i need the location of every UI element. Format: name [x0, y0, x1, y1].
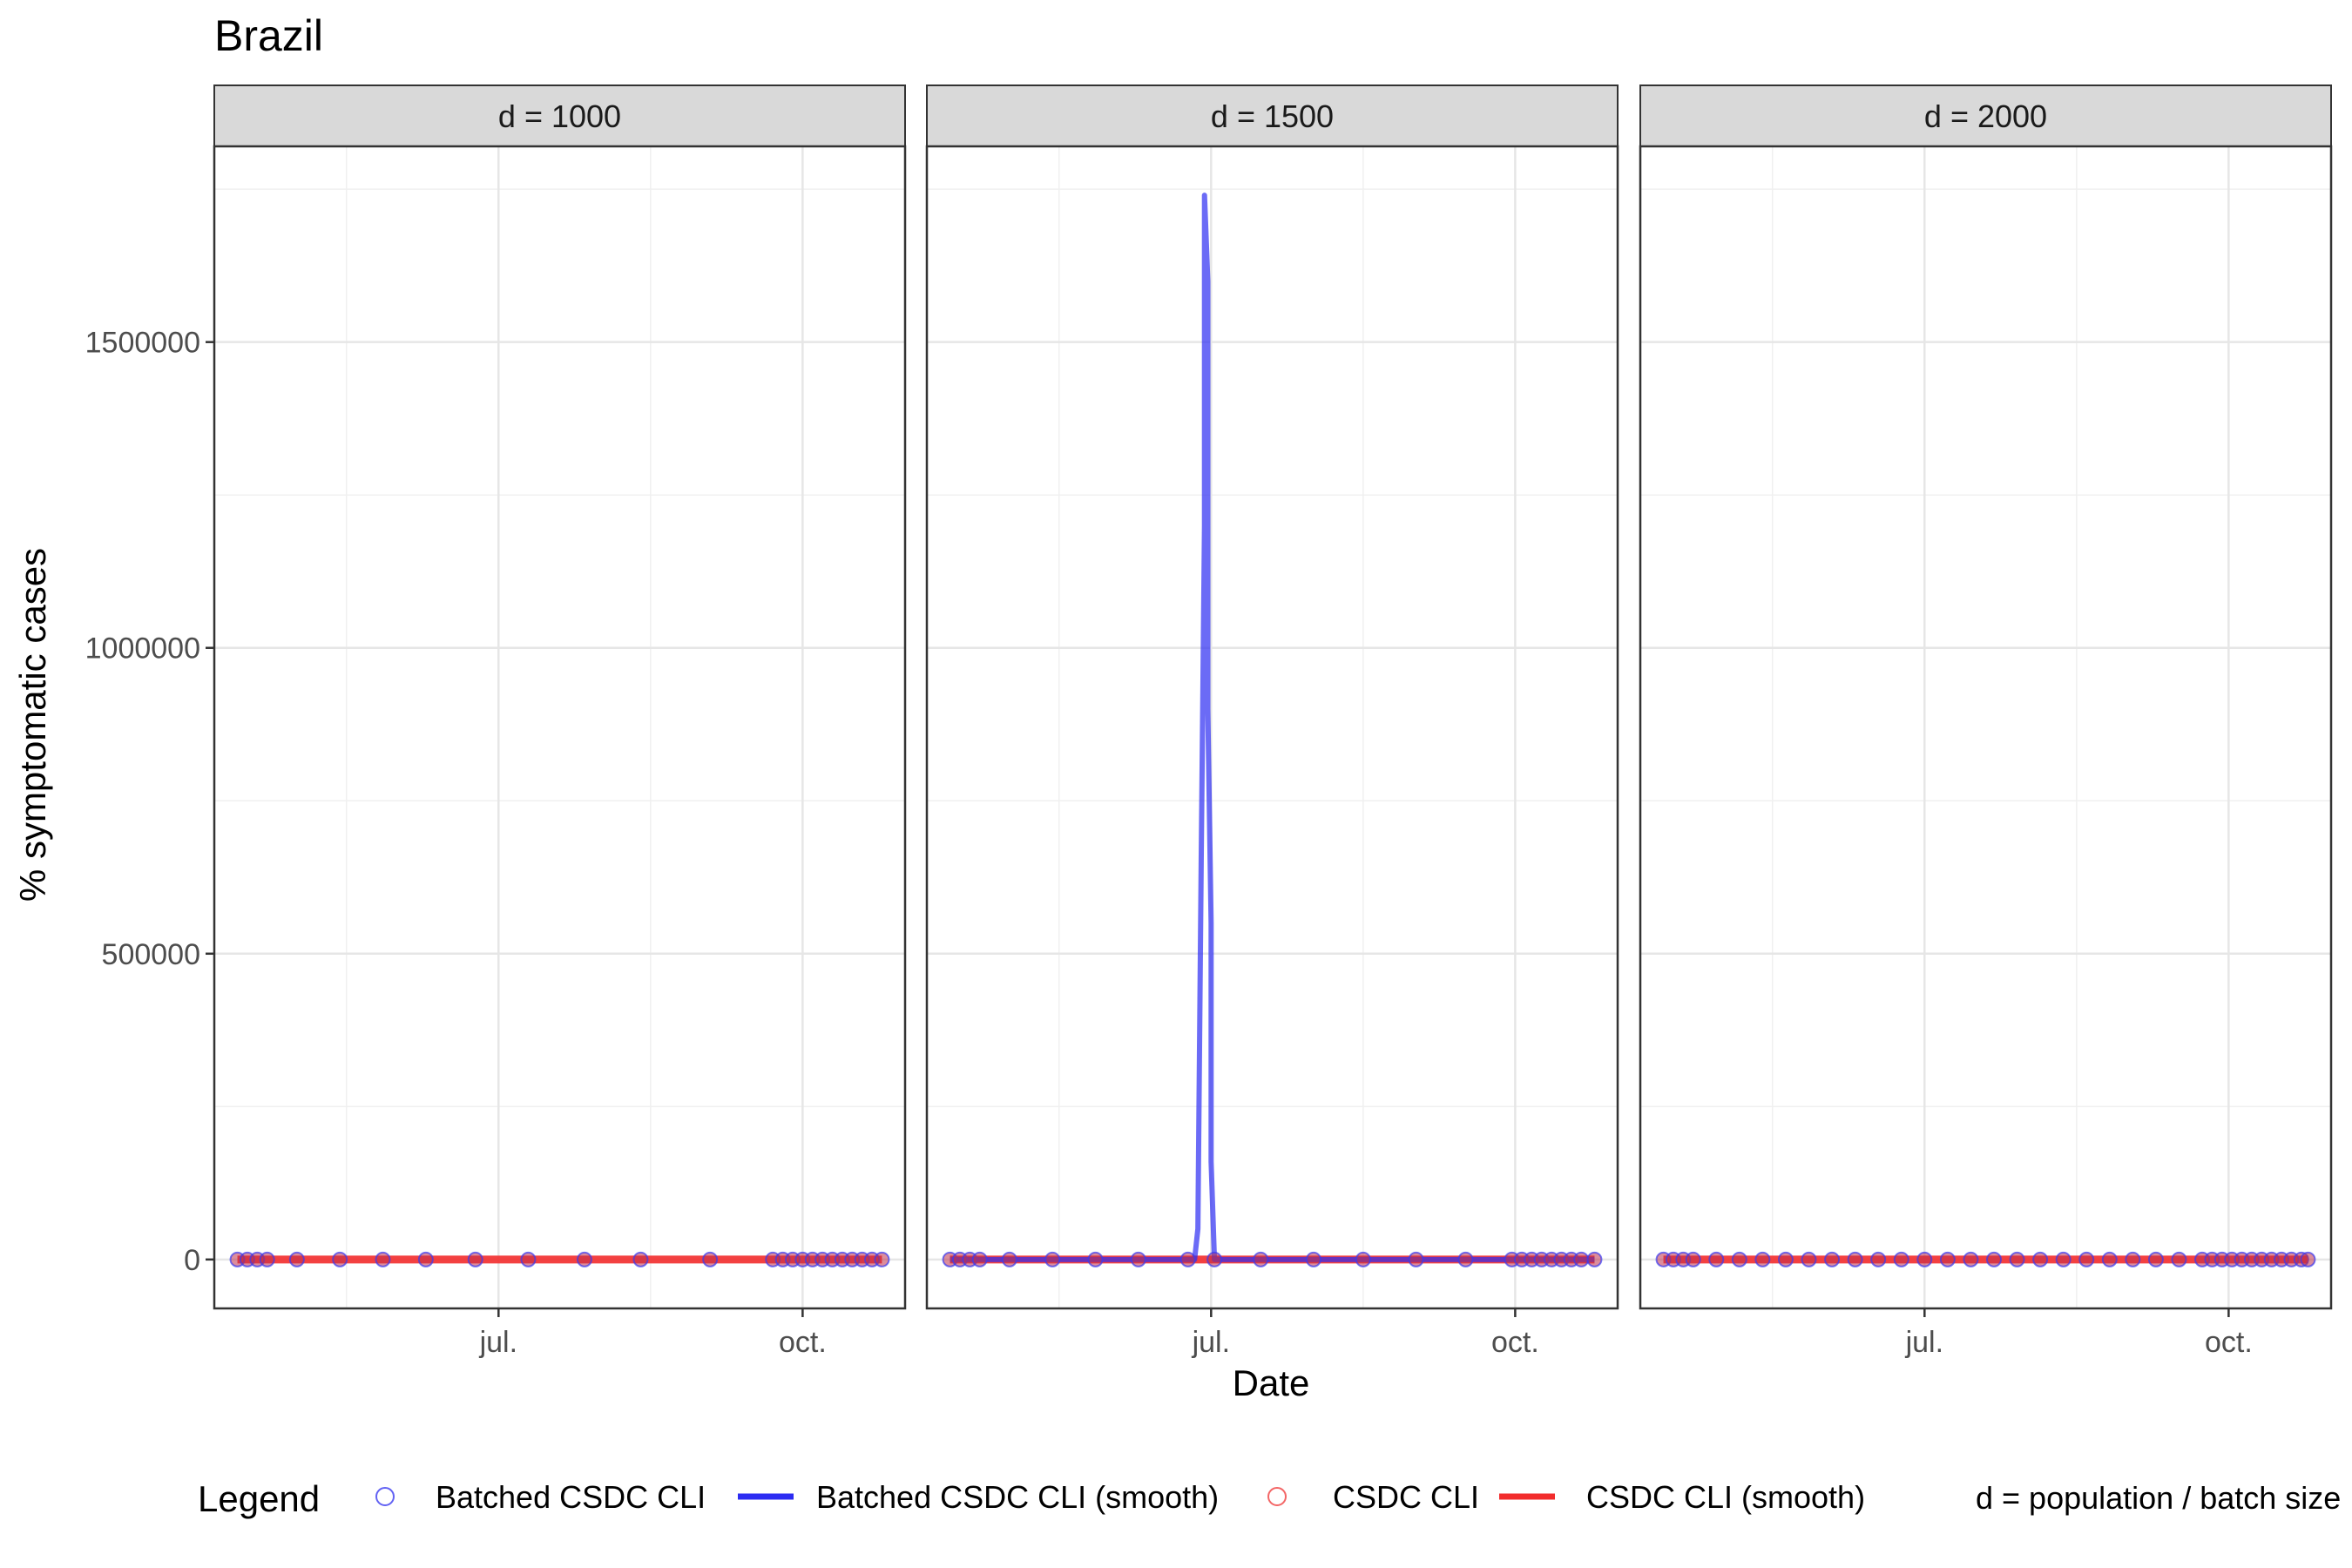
- chart-title: Brazil: [214, 11, 323, 60]
- data-point-batched-csdc-cli: [1179, 1251, 1196, 1267]
- data-point-batched-csdc-cli: [1708, 1251, 1725, 1267]
- y-tick-label: 1500000: [85, 327, 200, 360]
- y-tick-label: 1000000: [85, 632, 200, 666]
- data-point-batched-csdc-cli: [2147, 1251, 2164, 1267]
- data-point-batched-csdc-cli: [288, 1251, 305, 1267]
- data-point-batched-csdc-cli: [1685, 1251, 1701, 1267]
- facet-strip-label: d = 1000: [498, 98, 621, 134]
- data-point-batched-csdc-cli: [1985, 1251, 2002, 1267]
- data-point-batched-csdc-cli: [1044, 1251, 1061, 1267]
- data-point-batched-csdc-cli: [2078, 1251, 2095, 1267]
- data-point-batched-csdc-cli: [1130, 1251, 1146, 1267]
- data-point-batched-csdc-cli: [1893, 1251, 1909, 1267]
- legend-label: CSDC CLI (smooth): [1586, 1479, 1865, 1515]
- data-point-batched-csdc-cli: [332, 1251, 348, 1267]
- panel-border: [1639, 145, 2333, 1310]
- legend-label: Batched CSDC CLI: [436, 1479, 706, 1515]
- legend-item: CSDC CLI (smooth): [1499, 1479, 1865, 1515]
- data-point-batched-csdc-cli: [1963, 1251, 1979, 1267]
- x-tick-label: oct.: [2205, 1326, 2253, 1359]
- x-axis-label: Date: [1233, 1362, 1310, 1403]
- data-point-batched-csdc-cli: [874, 1251, 890, 1267]
- legend-note: d = population / batch size: [1976, 1480, 2341, 1516]
- legend-items: Batched CSDC CLI Batched CSDC CLI (smooth…: [375, 1479, 1865, 1515]
- data-point-batched-csdc-cli: [1801, 1251, 1817, 1267]
- facet-strip-label: d = 1500: [1211, 98, 1334, 134]
- x-tick-label: oct.: [779, 1326, 827, 1359]
- data-point-batched-csdc-cli: [1754, 1251, 1771, 1267]
- data-point-batched-csdc-cli: [2055, 1251, 2072, 1267]
- legend-key-point: [375, 1487, 395, 1506]
- facet-panel: d = 1500 jul. oct.: [925, 84, 1619, 1359]
- x-tick-label: jul.: [479, 1326, 517, 1359]
- legend: Legend Batched CSDC CLI Batched CSDC CLI …: [198, 1478, 2341, 1519]
- data-point-batched-csdc-cli: [1847, 1251, 1863, 1267]
- data-point-batched-csdc-cli: [467, 1251, 483, 1267]
- data-point-batched-csdc-cli: [2032, 1251, 2049, 1267]
- y-tick-label: 500000: [102, 938, 200, 971]
- y-axis-label: % symptomatic cases: [12, 548, 53, 902]
- legend-key-point: [1267, 1487, 1287, 1506]
- legend-item: CSDC CLI: [1267, 1479, 1479, 1515]
- data-point-batched-csdc-cli: [259, 1251, 275, 1267]
- panel-border: [925, 145, 1619, 1310]
- data-point-batched-csdc-cli: [1573, 1251, 1590, 1267]
- data-point-batched-csdc-cli: [1586, 1251, 1603, 1267]
- data-point-batched-csdc-cli: [576, 1251, 592, 1267]
- data-point-batched-csdc-cli: [971, 1251, 988, 1267]
- data-point-batched-csdc-cli: [1939, 1251, 1956, 1267]
- data-point-batched-csdc-cli: [1206, 1251, 1223, 1267]
- x-tick-label: jul.: [1192, 1326, 1230, 1359]
- data-point-batched-csdc-cli: [1916, 1251, 1933, 1267]
- legend-item: Batched CSDC CLI (smooth): [738, 1479, 1219, 1515]
- x-tick-label: jul.: [1905, 1326, 1943, 1359]
- data-point-batched-csdc-cli: [417, 1251, 434, 1267]
- data-point-batched-csdc-cli: [1731, 1251, 1747, 1267]
- series-line-batched-csdc-cli-smooth: [950, 193, 1595, 1262]
- data-point-batched-csdc-cli: [632, 1251, 649, 1267]
- data-point-batched-csdc-cli: [375, 1251, 391, 1267]
- facet-strip: [1639, 84, 2332, 147]
- data-point-batched-csdc-cli: [702, 1251, 719, 1267]
- legend-title: Legend: [198, 1478, 320, 1519]
- facet-strip-label: d = 2000: [1924, 98, 2047, 134]
- data-point-batched-csdc-cli: [2125, 1251, 2141, 1267]
- facet-panel: d = 2000 jul. oct.: [1639, 84, 2333, 1359]
- facet-panel: d = 1000 jul. oct. 0 500000 1000000 1500000: [85, 84, 907, 1359]
- data-point-batched-csdc-cli: [1824, 1251, 1841, 1267]
- data-point-batched-csdc-cli: [2101, 1251, 2118, 1267]
- data-point-batched-csdc-cli: [1355, 1251, 1371, 1267]
- data-point-batched-csdc-cli: [1457, 1251, 1474, 1267]
- data-point-batched-csdc-cli: [1777, 1251, 1794, 1267]
- data-point-batched-csdc-cli: [1408, 1251, 1424, 1267]
- legend-label: CSDC CLI: [1333, 1479, 1479, 1515]
- data-point-batched-csdc-cli: [2009, 1251, 2025, 1267]
- x-tick-label: oct.: [1491, 1326, 1539, 1359]
- panel-border: [213, 145, 907, 1310]
- data-point-batched-csdc-cli: [1870, 1251, 1887, 1267]
- data-point-batched-csdc-cli: [2171, 1251, 2187, 1267]
- legend-label: Batched CSDC CLI (smooth): [816, 1479, 1219, 1515]
- legend-item: Batched CSDC CLI: [375, 1479, 706, 1515]
- data-point-batched-csdc-cli: [1253, 1251, 1269, 1267]
- data-point-batched-csdc-cli: [1001, 1251, 1017, 1267]
- data-point-batched-csdc-cli: [1087, 1251, 1104, 1267]
- data-point-batched-csdc-cli: [1305, 1251, 1321, 1267]
- data-point-batched-csdc-cli: [520, 1251, 537, 1267]
- facet-strip: [213, 84, 906, 147]
- y-tick-label: 0: [184, 1244, 200, 1277]
- data-point-batched-csdc-cli: [2300, 1251, 2316, 1267]
